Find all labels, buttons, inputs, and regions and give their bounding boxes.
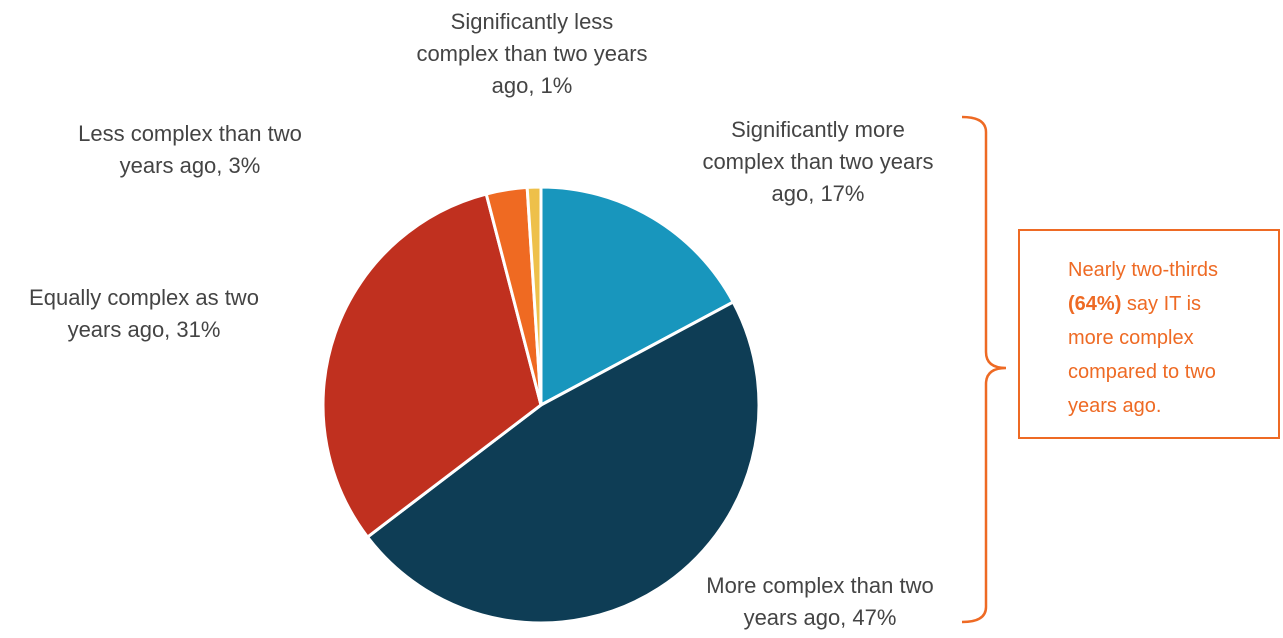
slice-label-significantly-more: Significantly more complex than two year… (702, 117, 934, 206)
slice-label-equally: Equally complex as two years ago, 31% (29, 285, 259, 342)
slice-label-more: More complex than two years ago, 47% (706, 573, 934, 630)
callout-highlight: (64%) (1068, 293, 1122, 315)
pie-slice-significantly-less (525, 185, 543, 406)
callout-bracket (961, 115, 1007, 624)
slice-label-significantly-less: Significantly less complex than two year… (416, 9, 648, 98)
pie-slice-equally (321, 192, 543, 540)
callout-text: Nearly two-thirds (64%) say IT is more c… (1068, 259, 1219, 417)
pie-slices (321, 185, 761, 625)
callout-box: Nearly two-thirds (64%) say IT is more c… (1018, 229, 1280, 439)
pie-slice-significantly-more (539, 185, 736, 408)
pie-slice-more (365, 300, 761, 625)
slice-label-less: Less complex than two years ago, 3% (78, 121, 302, 178)
